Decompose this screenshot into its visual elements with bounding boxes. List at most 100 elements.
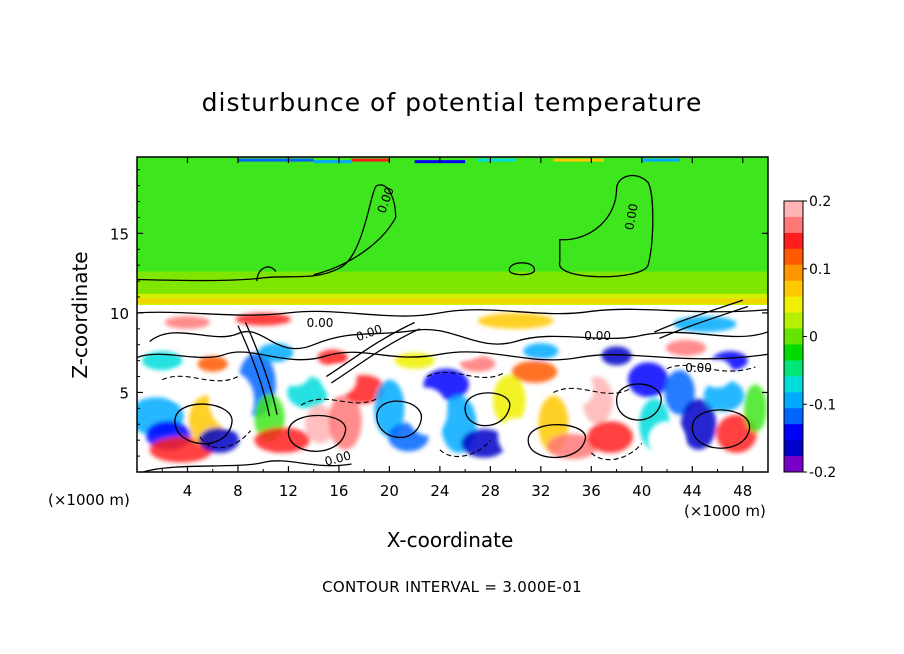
top-streak: [553, 158, 604, 162]
colorbar-swatch: [784, 392, 803, 409]
contour-line: [615, 383, 662, 421]
contour-line: [559, 174, 654, 278]
colorbar-tick-label: 0.1: [809, 262, 831, 278]
colorbar-swatch: [784, 201, 803, 218]
field-patch: [716, 414, 757, 453]
contour-line: [143, 460, 352, 472]
top-streak: [477, 158, 516, 162]
colorbar-swatch: [784, 424, 803, 441]
contour-line: [256, 266, 277, 282]
contour-line: [137, 308, 768, 317]
contour-labels: 0.000.000.00 0.00 0.000.000.00: [307, 185, 712, 469]
colorbar-swatch: [784, 216, 803, 234]
colorbar-swatch: [784, 280, 803, 298]
field-patch: [328, 392, 362, 450]
x-tick-label: 40: [632, 482, 651, 500]
contour-interval-note: CONTOUR INTERVAL = 3.000E-01: [322, 578, 582, 596]
white-core: [702, 359, 733, 388]
contour-line: [237, 325, 271, 417]
x-tick-label: 12: [279, 482, 298, 500]
field-patch: [374, 379, 405, 438]
colorbar-swatch: [784, 328, 803, 345]
field-patch: [511, 360, 558, 383]
chart-title: disturbunce of potential temperature: [201, 88, 703, 117]
colorbar-swatch: [784, 344, 803, 361]
field-patch: [627, 362, 669, 398]
top-streak: [313, 160, 352, 164]
contour-line: [464, 392, 511, 427]
x-tick-label: 4: [183, 482, 193, 500]
contour-line: [691, 409, 750, 449]
colorbar-swatch: [784, 408, 803, 425]
top-streak: [641, 158, 680, 162]
white-core: [279, 360, 310, 387]
contour-line: [508, 262, 536, 276]
white-core: [447, 335, 483, 361]
white-core: [497, 417, 534, 457]
negative-contour-lines: [161, 364, 756, 461]
colorbar-swatch: [784, 264, 803, 282]
contour-label: 0.00: [622, 202, 640, 231]
top-streak: [351, 158, 390, 162]
y-axis-label: Z-coordinate: [68, 251, 92, 379]
x-tick-label: 16: [329, 482, 348, 500]
colorbar-tick-label: -0.1: [809, 397, 836, 413]
colorbar-swatch: [784, 248, 803, 266]
field-patch: [142, 351, 183, 371]
colorbar-swatch: [784, 232, 803, 250]
colorbar-swatch: [784, 360, 803, 377]
negative-contour-line: [199, 430, 252, 448]
y-tick-label: 10: [110, 305, 129, 323]
contour-label: 0.00: [685, 361, 712, 375]
field-patch: [394, 352, 435, 369]
field-patch: [164, 316, 211, 329]
turbulent-patches: [137, 312, 767, 463]
x-axis-label: X-coordinate: [386, 528, 514, 552]
contour-line: [137, 184, 397, 282]
field-patch: [665, 339, 707, 356]
x-axis-unit: (×1000 m): [684, 502, 766, 520]
x-tick-label: 48: [733, 482, 752, 500]
y-tick-label: 15: [110, 225, 129, 243]
x-tick-label: 44: [683, 482, 702, 500]
white-core: [407, 387, 448, 436]
colorbar-swatch: [784, 312, 803, 330]
field-patch: [601, 346, 632, 366]
contour-line: [149, 328, 768, 350]
negative-contour-line: [666, 364, 756, 372]
colorbar: 0.2 0.1 0 -0.1 -0.2: [783, 194, 836, 481]
contour-line: [137, 351, 768, 361]
colorbar-tick-label: 0: [809, 330, 818, 346]
x-tick-label: 8: [233, 482, 243, 500]
field-patch: [744, 384, 767, 433]
negative-contour-line: [427, 371, 504, 378]
top-streak: [237, 158, 314, 162]
x-tick-label: 20: [380, 482, 399, 500]
field-patch: [673, 316, 737, 332]
colorbar-swatch: [784, 376, 803, 393]
field-patch: [235, 312, 291, 326]
colorbar-swatch: [784, 456, 803, 473]
colorbar-tick-label: 0.2: [809, 194, 831, 210]
negative-contour-line: [590, 443, 643, 461]
contour-line: [376, 400, 422, 438]
transition-band-orange: [137, 298, 768, 304]
field-patch: [523, 343, 559, 360]
x-tick-label: 24: [430, 482, 449, 500]
contour-line: [287, 414, 346, 452]
x-tick-label: 36: [582, 482, 601, 500]
contour-lines: [137, 174, 768, 472]
contour-label: 0.00: [323, 448, 352, 468]
field-patch: [197, 355, 228, 372]
y-axis-unit: (×1000 m): [48, 491, 130, 509]
plot-frame: [136, 156, 769, 473]
white-core: [163, 368, 199, 401]
field-patch: [477, 312, 554, 329]
upper-layer-field: [137, 157, 768, 282]
colorbar-tick-label: -0.2: [809, 465, 836, 481]
field-patch: [587, 421, 633, 453]
contour-label: 0.00: [307, 316, 334, 330]
white-core: [208, 371, 255, 430]
